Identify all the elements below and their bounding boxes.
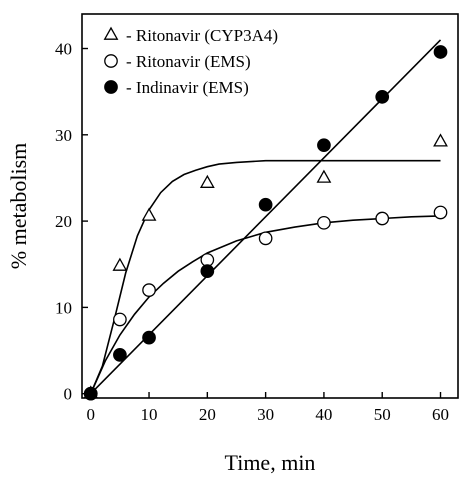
legend-label: - Ritonavir (CYP3A4) xyxy=(126,26,278,45)
x-tick-label: 0 xyxy=(86,405,95,424)
x-tick-label: 10 xyxy=(141,405,158,424)
data-point-circle-filled xyxy=(433,45,448,59)
data-point-circle-filled xyxy=(258,197,273,212)
data-point-circle-open xyxy=(433,205,448,220)
plot-border xyxy=(81,13,459,399)
x-axis-title: Time, min xyxy=(225,450,316,475)
data-point-triangle-open xyxy=(316,169,332,183)
x-axis: 0 10 20 30 40 50 60 xyxy=(86,392,449,424)
data-point-circle-open xyxy=(258,231,273,246)
data-point-circle-filled xyxy=(317,138,331,153)
data-point-triangle-open xyxy=(199,174,215,188)
y-axis-title: % metabolism xyxy=(6,143,31,269)
x-tick-label: 20 xyxy=(199,405,216,424)
y-tick-label: 10 xyxy=(55,298,72,317)
legend-marker-circle-open xyxy=(104,54,118,68)
data-points xyxy=(83,45,448,401)
data-point-circle-open xyxy=(200,253,215,267)
data-point-circle-filled xyxy=(113,348,127,362)
fit-curve-circle-open xyxy=(89,215,441,395)
y-axis: 0 10 20 30 40 xyxy=(55,40,88,404)
x-tick-label: 30 xyxy=(257,405,274,424)
legend-label: - Ritonavir (EMS) xyxy=(126,52,251,71)
data-point-circle-filled xyxy=(200,264,215,279)
x-tick-label: 40 xyxy=(315,405,332,424)
fit-curve-triangle-open xyxy=(89,159,441,395)
data-point-triangle-open xyxy=(433,133,448,147)
data-point-circle-filled xyxy=(83,386,98,401)
data-point-circle-open xyxy=(142,283,156,297)
legend-label: - Indinavir (EMS) xyxy=(126,78,249,97)
y-tick-label: 0 xyxy=(64,385,73,404)
plot-frame xyxy=(81,13,459,399)
y-tick-label: 20 xyxy=(55,212,72,231)
data-point-triangle-open xyxy=(112,257,128,271)
data-point-circle-open xyxy=(113,312,127,327)
legend-marker-circle-filled xyxy=(104,80,118,94)
legend-marker-triangle-open xyxy=(103,26,119,40)
y-tick-label: 30 xyxy=(55,126,72,145)
data-point-circle-filled xyxy=(142,330,156,345)
data-point-circle-open xyxy=(375,211,390,226)
data-point-circle-open xyxy=(317,215,331,230)
y-tick-label: 40 xyxy=(55,40,72,59)
data-point-circle-filled xyxy=(375,89,390,104)
x-tick-label: 60 xyxy=(432,405,449,424)
data-point-triangle-open xyxy=(141,207,157,221)
legend: - Ritonavir (CYP3A4) - Ritonavir (EMS) - I… xyxy=(103,26,278,97)
x-tick-label: 50 xyxy=(374,405,391,424)
